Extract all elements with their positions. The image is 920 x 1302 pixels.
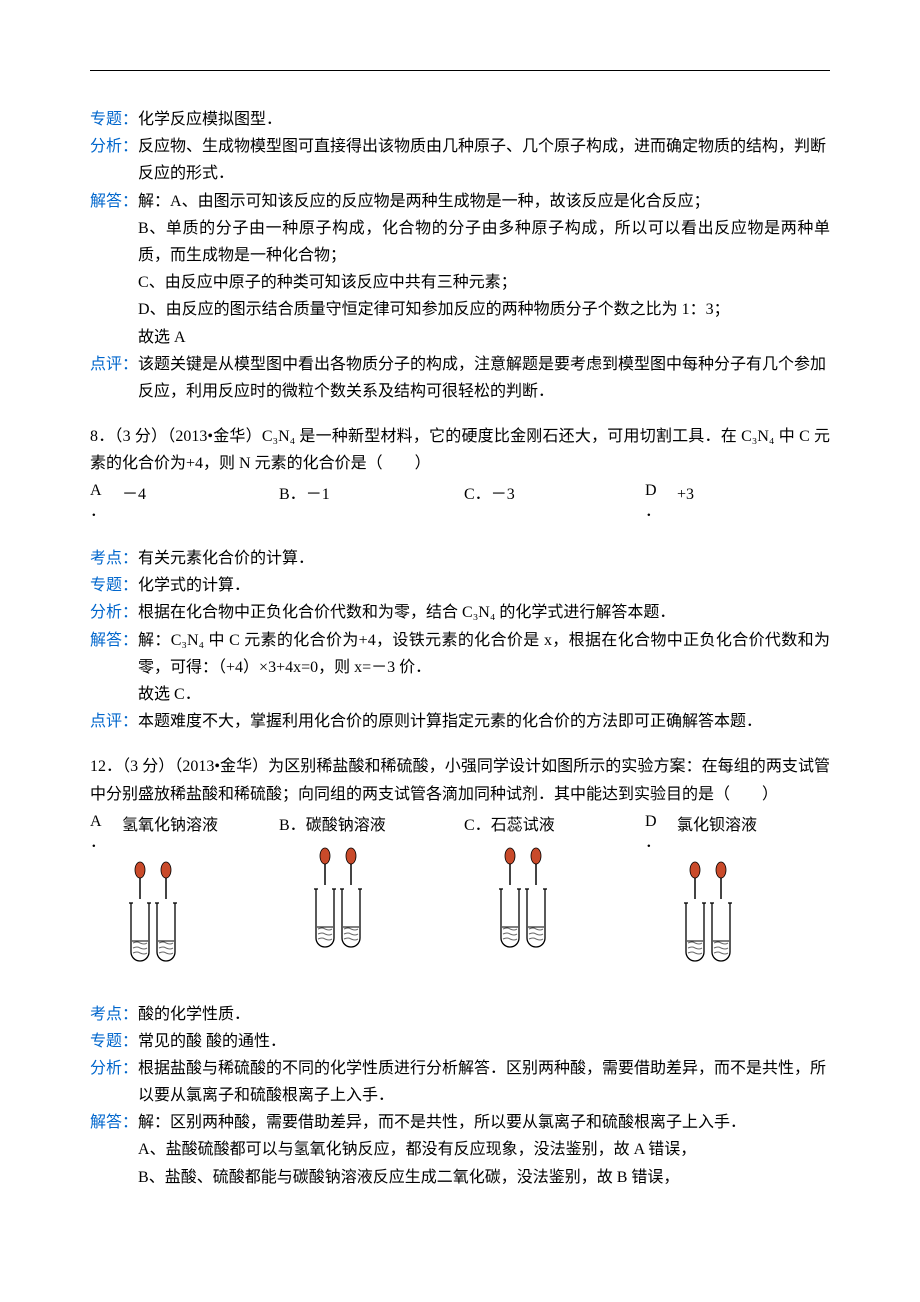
- q12-fenxi-row: 分析： 根据盐酸与稀硫酸的不同的化学性质进行分析解答．区别两种酸，需要借助差异，…: [90, 1055, 830, 1109]
- q8-dianping-text: 本题难度不大，掌握利用化合价的原则计算指定元素的化合价的方法即可正确解答本题．: [138, 708, 830, 735]
- q7-jieda-line: C、由反应中原子的种类可知该反应中共有三种元素；: [138, 269, 830, 296]
- q12-fenxi-text: 根据盐酸与稀硫酸的不同的化学性质进行分析解答．区别两种酸，需要借助差异，而不是共…: [138, 1055, 830, 1109]
- q12-opt-b: 碳酸钠溶液: [306, 817, 386, 834]
- q7-jieda-line: 故选 A: [138, 324, 830, 351]
- q12-jieda-line: 解：区别两种酸，需要借助差异，而不是共性，所以要从氯离子和硫酸根离子上入手．: [138, 1109, 830, 1136]
- label-kaodian: 考点：: [90, 545, 138, 572]
- q8-jieda-row: 解答： 解：C₃N₄ 中 C 元素的化合价为+4，设铁元素的化合价是 x，根据在…: [90, 627, 830, 709]
- q12-opt-dot: ．: [645, 833, 661, 854]
- label-fenxi: 分析：: [90, 133, 138, 160]
- q12-kaodian-row: 考点： 酸的化学性质．: [90, 1001, 830, 1028]
- label-fenxi: 分析：: [90, 1055, 138, 1082]
- label-fenxi: 分析：: [90, 599, 138, 626]
- test-tubes-icon: [293, 845, 383, 964]
- q7-fenxi-text: 反应物、生成物模型图可直接得出该物质由几种原子、几个原子构成，进而确定物质的结构…: [138, 133, 830, 187]
- q8-opt-b: －1: [306, 486, 330, 503]
- q12-opt-letter: C．: [464, 817, 491, 834]
- q12-kaodian-text: 酸的化学性质．: [138, 1001, 830, 1028]
- q12-opt-a: 氢氧化钠溶液: [118, 812, 218, 839]
- q7-zhuanti-row: 专题： 化学反应模拟图型．: [90, 106, 830, 133]
- top-divider: [90, 70, 830, 71]
- q8-kaodian-text: 有关元素化合价的计算．: [138, 545, 830, 572]
- q8-stem: 8．（3 分）（2013•金华）C₃N₄ 是一种新型材料，它的硬度比金刚石还大，…: [90, 423, 830, 477]
- q8-opt-dot: ．: [90, 502, 106, 523]
- q7-zhuanti-text: 化学反应模拟图型．: [138, 106, 830, 133]
- q8-zhuanti-text: 化学式的计算．: [138, 572, 830, 599]
- q8-opt-letter: C．: [464, 486, 491, 503]
- q8-options: A． －4 B．－1 C．－3 D． +3: [90, 481, 830, 523]
- label-dianping: 点评：: [90, 351, 138, 378]
- q12-jieda-line: B、盐酸、硫酸都能与碳酸钠溶液反应生成二氧化碳，没法鉴别，故 B 错误，: [138, 1164, 830, 1191]
- test-tubes-icon: [478, 845, 568, 964]
- q8-fenxi-text: 根据在化合物中正负化合价代数和为零，结合 C₃N₄ 的化学式进行解答本题．: [138, 599, 830, 626]
- q7-jieda-line: D、由反应的图示结合质量守恒定律可知参加反应的两种物质分子个数之比为 1：3；: [138, 296, 830, 323]
- q8-kaodian-row: 考点： 有关元素化合价的计算．: [90, 545, 830, 572]
- q8-zhuanti-row: 专题： 化学式的计算．: [90, 572, 830, 599]
- q8-fenxi-row: 分析： 根据在化合物中正负化合价代数和为零，结合 C₃N₄ 的化学式进行解答本题…: [90, 599, 830, 626]
- q12-jieda-row: 解答： 解：区别两种酸，需要借助差异，而不是共性，所以要从氯离子和硫酸根离子上入…: [90, 1109, 830, 1191]
- q8-opt-dot: ．: [645, 502, 661, 523]
- q7-fenxi-row: 分析： 反应物、生成物模型图可直接得出该物质由几种原子、几个原子构成，进而确定物…: [90, 133, 830, 187]
- q8-dianping-row: 点评： 本题难度不大，掌握利用化合价的原则计算指定元素的化合价的方法即可正确解答…: [90, 708, 830, 735]
- q7-dianping-row: 点评： 该题关键是从模型图中看出各物质分子的构成，注意解题是要考虑到模型图中每种…: [90, 351, 830, 405]
- q7-jieda-line: 解：A、由图示可知该反应的反应物是两种生成物是一种，故该反应是化合反应；: [138, 188, 830, 215]
- label-jieda: 解答：: [90, 627, 138, 654]
- test-tubes-icon: [663, 859, 753, 978]
- q12-opt-dot: ．: [90, 833, 106, 854]
- q7-dianping-text: 该题关键是从模型图中看出各物质分子的构成，注意解题是要考虑到模型图中每种分子有几…: [138, 351, 830, 405]
- q12-zhuanti-text: 常见的酸 酸的通性．: [138, 1028, 830, 1055]
- q12-opt-letter: B．: [279, 817, 306, 834]
- q12-opt-letter: A: [90, 812, 102, 833]
- label-zhuanti: 专题：: [90, 572, 138, 599]
- q8-jieda-line: 故选 C．: [138, 681, 830, 708]
- q8-opt-a: －4: [118, 481, 146, 508]
- label-kaodian: 考点：: [90, 1001, 138, 1028]
- q7-jieda-line: B、单质的分子由一种原子构成，化合物的分子由多种原子构成，所以可以看出反应物是两…: [138, 215, 830, 269]
- q12-opt-c: 石蕊试液: [491, 817, 555, 834]
- q12-stem: 12．（3 分）（2013•金华）为区别稀盐酸和稀硫酸，小强同学设计如图所示的实…: [90, 753, 830, 807]
- q12-options: A． 氢氧化钠溶液 B．碳酸钠溶液 C．石蕊试液 D．: [90, 812, 830, 979]
- q12-zhuanti-row: 专题： 常见的酸 酸的通性．: [90, 1028, 830, 1055]
- label-zhuanti: 专题：: [90, 106, 138, 133]
- q8-opt-c: －3: [491, 486, 515, 503]
- label-zhuanti: 专题：: [90, 1028, 138, 1055]
- label-jieda: 解答：: [90, 188, 138, 215]
- q8-opt-d: +3: [673, 481, 694, 508]
- q7-jieda-row: 解答： 解：A、由图示可知该反应的反应物是两种生成物是一种，故该反应是化合反应；…: [90, 188, 830, 351]
- q12-opt-d: 氯化钡溶液: [673, 812, 757, 839]
- q8-opt-letter: B．: [279, 486, 306, 503]
- label-jieda: 解答：: [90, 1109, 138, 1136]
- label-dianping: 点评：: [90, 708, 138, 735]
- q12-jieda-line: A、盐酸硫酸都可以与氢氧化钠反应，都没有反应现象，没法鉴别，故 A 错误，: [138, 1136, 830, 1163]
- q12-opt-letter: D: [645, 812, 657, 833]
- q8-jieda-line: 解：C₃N₄ 中 C 元素的化合价为+4，设铁元素的化合价是 x，根据在化合物中…: [138, 627, 830, 681]
- q8-opt-letter: D: [645, 481, 657, 502]
- test-tubes-icon: [108, 859, 198, 978]
- q8-opt-letter: A: [90, 481, 102, 502]
